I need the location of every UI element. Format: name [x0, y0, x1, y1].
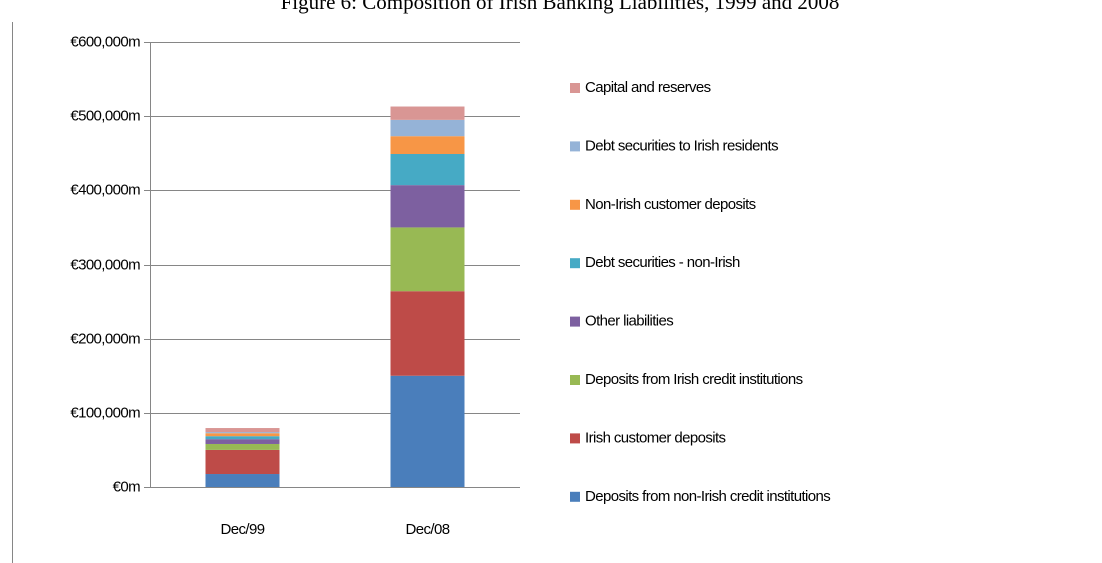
x-tick-label: Dec/99	[221, 521, 265, 538]
legend-swatch	[570, 141, 580, 152]
bar-segment	[205, 432, 280, 434]
y-tick-label: €200,000m	[70, 330, 140, 347]
legend-swatch	[570, 199, 580, 210]
bar-segment	[205, 433, 280, 437]
bar-segment	[205, 474, 280, 487]
bar-segment	[205, 449, 280, 475]
x-tick-label: Dec/08	[406, 521, 450, 538]
legend-label: Other liabilities	[585, 313, 673, 330]
legend-label: Irish customer deposits	[585, 429, 726, 446]
legend-label: Debt securities - non-Irish	[585, 254, 740, 271]
chart-title: Figure 6: Composition of Irish Banking L…	[281, 0, 840, 14]
bar-segment	[390, 106, 465, 120]
bar-segment	[205, 443, 280, 450]
y-tick-label: €600,000m	[70, 33, 140, 50]
legend-label: Deposits from Irish credit institutions	[585, 371, 803, 388]
bar-segment	[390, 291, 465, 376]
legend-swatch	[570, 83, 580, 93]
y-tick-label: €100,000m	[70, 404, 140, 421]
bar-segment	[390, 227, 465, 292]
legend-label: Non-Irish customer deposits	[585, 196, 756, 213]
legend-swatch	[570, 375, 580, 385]
legend-swatch	[570, 433, 580, 444]
legend-swatch	[570, 491, 580, 502]
legend-label: Debt securities to Irish residents	[585, 137, 778, 154]
bar-segment	[390, 185, 465, 228]
y-tick-label: €500,000m	[70, 107, 140, 124]
legend-label: Deposits from non-Irish credit instituti…	[585, 488, 830, 505]
y-tick-label: €300,000m	[70, 256, 140, 273]
y-tick-label: €0m	[113, 478, 140, 495]
legend-swatch	[570, 258, 580, 269]
y-tick-label: €400,000m	[70, 181, 140, 198]
bar-segment	[205, 436, 280, 440]
bar-segment	[390, 119, 465, 137]
bar-segment	[205, 428, 280, 433]
bar-segment	[390, 375, 465, 487]
bar-segment	[390, 153, 465, 186]
bar-segment	[205, 439, 280, 444]
bar-segment	[390, 136, 465, 154]
legend-label: Capital and reserves	[585, 79, 711, 96]
legend-swatch	[570, 316, 580, 327]
